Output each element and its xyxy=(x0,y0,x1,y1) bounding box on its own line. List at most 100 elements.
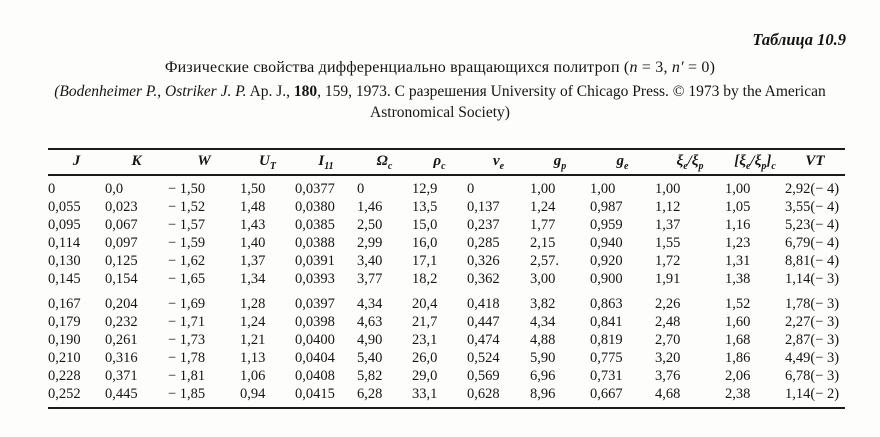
column-header: gp xyxy=(553,153,567,172)
table-cell: 0,326 xyxy=(467,253,500,269)
table-cell: 1,40 xyxy=(240,235,266,251)
table-cell: 3,77 xyxy=(357,271,383,287)
table-cell: 3,55(− 4) xyxy=(785,199,840,215)
table-cell: 0,114 xyxy=(48,235,81,251)
table-title: Физические свойства дифференциально вращ… xyxy=(0,59,880,77)
table-cell: 0,0397 xyxy=(295,296,335,312)
column-header: VT xyxy=(805,153,825,169)
table-cell: 0,0408 xyxy=(295,368,335,384)
table-cell: 1,14(− 3) xyxy=(785,271,840,287)
header-row: J K W UT I11 Ωc ρc ve gp ge ξe/ξp [ξe/ξp]c VT xyxy=(48,149,845,175)
table-cell: 1,00 xyxy=(725,181,751,197)
column-header: ρc xyxy=(433,153,446,172)
table-row: 0,190 0,261 − 1,73 1,21 0,0400 4,90 23,1 0,474 4… xyxy=(48,331,845,349)
attribution-line-2: Astronomical Society) xyxy=(370,104,510,121)
table-cell: 2,27(− 3) xyxy=(785,314,840,330)
table-cell: 2,70 xyxy=(655,332,681,348)
table-cell: 2,92(− 4) xyxy=(785,181,840,197)
table-cell: 0,900 xyxy=(590,271,623,287)
table-cell: 0,067 xyxy=(105,217,138,233)
column-header: ξe/ξp xyxy=(676,153,704,172)
table-cell: 33,1 xyxy=(412,386,438,402)
table-cell: 4,63 xyxy=(357,314,383,330)
table-cell: 2,38 xyxy=(725,386,751,402)
table-row: 0,167 0,204 − 1,69 1,28 0,0397 4,34 20,4 0,418 3… xyxy=(48,288,845,313)
table-cell: 0,0380 xyxy=(295,199,335,215)
column-header: [ξe/ξp]c xyxy=(734,153,776,172)
table-cell: 2,48 xyxy=(655,314,681,330)
table-cell: 0,137 xyxy=(467,199,500,215)
table-cell: 1,55 xyxy=(655,235,681,251)
table-cell: 3,76 xyxy=(655,368,681,384)
table-cell: 1,31 xyxy=(725,253,751,269)
table-cell: 1,60 xyxy=(725,314,751,330)
table-cell: 0,0400 xyxy=(295,332,335,348)
table-cell: 0,474 xyxy=(467,332,500,348)
table-cell: 1,00 xyxy=(655,181,681,197)
text-segment: (Bodenheimer P. xyxy=(54,83,158,100)
table-cell: 1,28 xyxy=(240,296,266,312)
text-segment: n′ xyxy=(671,59,684,76)
table-cell: 0,190 xyxy=(48,332,81,348)
table-cell: − 1,69 xyxy=(168,296,206,312)
table-cell: 0,0 xyxy=(105,181,124,197)
table-cell: 0,252 xyxy=(48,386,81,402)
table-cell: 0,237 xyxy=(467,217,500,233)
table-cell: 2,57. xyxy=(530,253,559,269)
table-cell: 2,15 xyxy=(530,235,556,251)
table-cell: 0 xyxy=(48,181,56,197)
table-cell: 1,05 xyxy=(725,199,751,215)
table-cell: 0,524 xyxy=(467,350,500,366)
table-cell: 0,097 xyxy=(105,235,138,251)
table-cell: 18,2 xyxy=(412,271,438,287)
column-header: ge xyxy=(616,153,629,172)
table-cell: 0,0398 xyxy=(295,314,335,330)
text-segment: = 0) xyxy=(683,59,716,76)
table-cell: 1,78(− 3) xyxy=(785,296,840,312)
table-cell: − 1,50 xyxy=(168,181,206,197)
table-cell: 0,145 xyxy=(48,271,81,287)
table-cell: 0,940 xyxy=(590,235,623,251)
table-cell: 2,26 xyxy=(655,296,681,312)
table-cell: 0,154 xyxy=(105,271,138,287)
table-row: 0,145 0,154 − 1,65 1,34 0,0393 3,77 18,2 0,362 3… xyxy=(48,270,845,288)
column-header: W xyxy=(197,153,211,169)
table-cell: 1,34 xyxy=(240,271,266,287)
table-cell: 5,23(− 4) xyxy=(785,217,840,233)
table-cell: 26,0 xyxy=(412,350,438,366)
table-cell: 1,37 xyxy=(240,253,266,269)
text-segment: 180 xyxy=(293,83,318,100)
table-cell: 1,12 xyxy=(655,199,681,215)
table-cell: 29,0 xyxy=(412,368,438,384)
table-cell: 1,14(− 2) xyxy=(785,386,840,402)
table-cell: 6,28 xyxy=(357,386,383,402)
table-cell: 0,371 xyxy=(105,368,138,384)
column-header: UT xyxy=(259,153,276,172)
table-cell: 0,125 xyxy=(105,253,138,269)
table-cell: 4,34 xyxy=(530,314,556,330)
table-cell: 4,90 xyxy=(357,332,383,348)
table-cell: 1,00 xyxy=(590,181,616,197)
table-cell: 0 xyxy=(357,181,365,197)
table-cell: 12,9 xyxy=(412,181,438,197)
table-cell: 1,50 xyxy=(240,181,266,197)
table-cell: 1,43 xyxy=(240,217,266,233)
data-table: J K W UT I11 Ωc ρc ve gp ge ξe/ξp [ξe/ξp]c VT 0 0,0 − … xyxy=(48,148,845,409)
table-cell: − 1,62 xyxy=(168,253,206,269)
table-number-label: Таблица 10.9 xyxy=(752,30,846,49)
table-cell: 23,1 xyxy=(412,332,438,348)
table-cell: 0,987 xyxy=(590,199,623,215)
table-cell: 1,13 xyxy=(240,350,266,366)
table-cell: − 1,73 xyxy=(168,332,206,348)
table-cell: 2,50 xyxy=(357,217,383,233)
table-cell: 0,863 xyxy=(590,296,623,312)
table-row: 0,130 0,125 − 1,62 1,37 0,0391 3,40 17,1 0,326 2… xyxy=(48,252,845,270)
table-cell: 6,79(− 4) xyxy=(785,235,840,251)
table-cell: 0,447 xyxy=(467,314,500,330)
text-segment: Ap. J., xyxy=(246,83,294,100)
table-attribution: (Bodenheimer P., Ostriker J. P. Ap. J., … xyxy=(0,81,880,123)
table-cell: 2,99 xyxy=(357,235,383,251)
table-cell: − 1,81 xyxy=(168,368,206,384)
table-cell: 0,959 xyxy=(590,217,623,233)
table-cell: − 1,59 xyxy=(168,235,206,251)
